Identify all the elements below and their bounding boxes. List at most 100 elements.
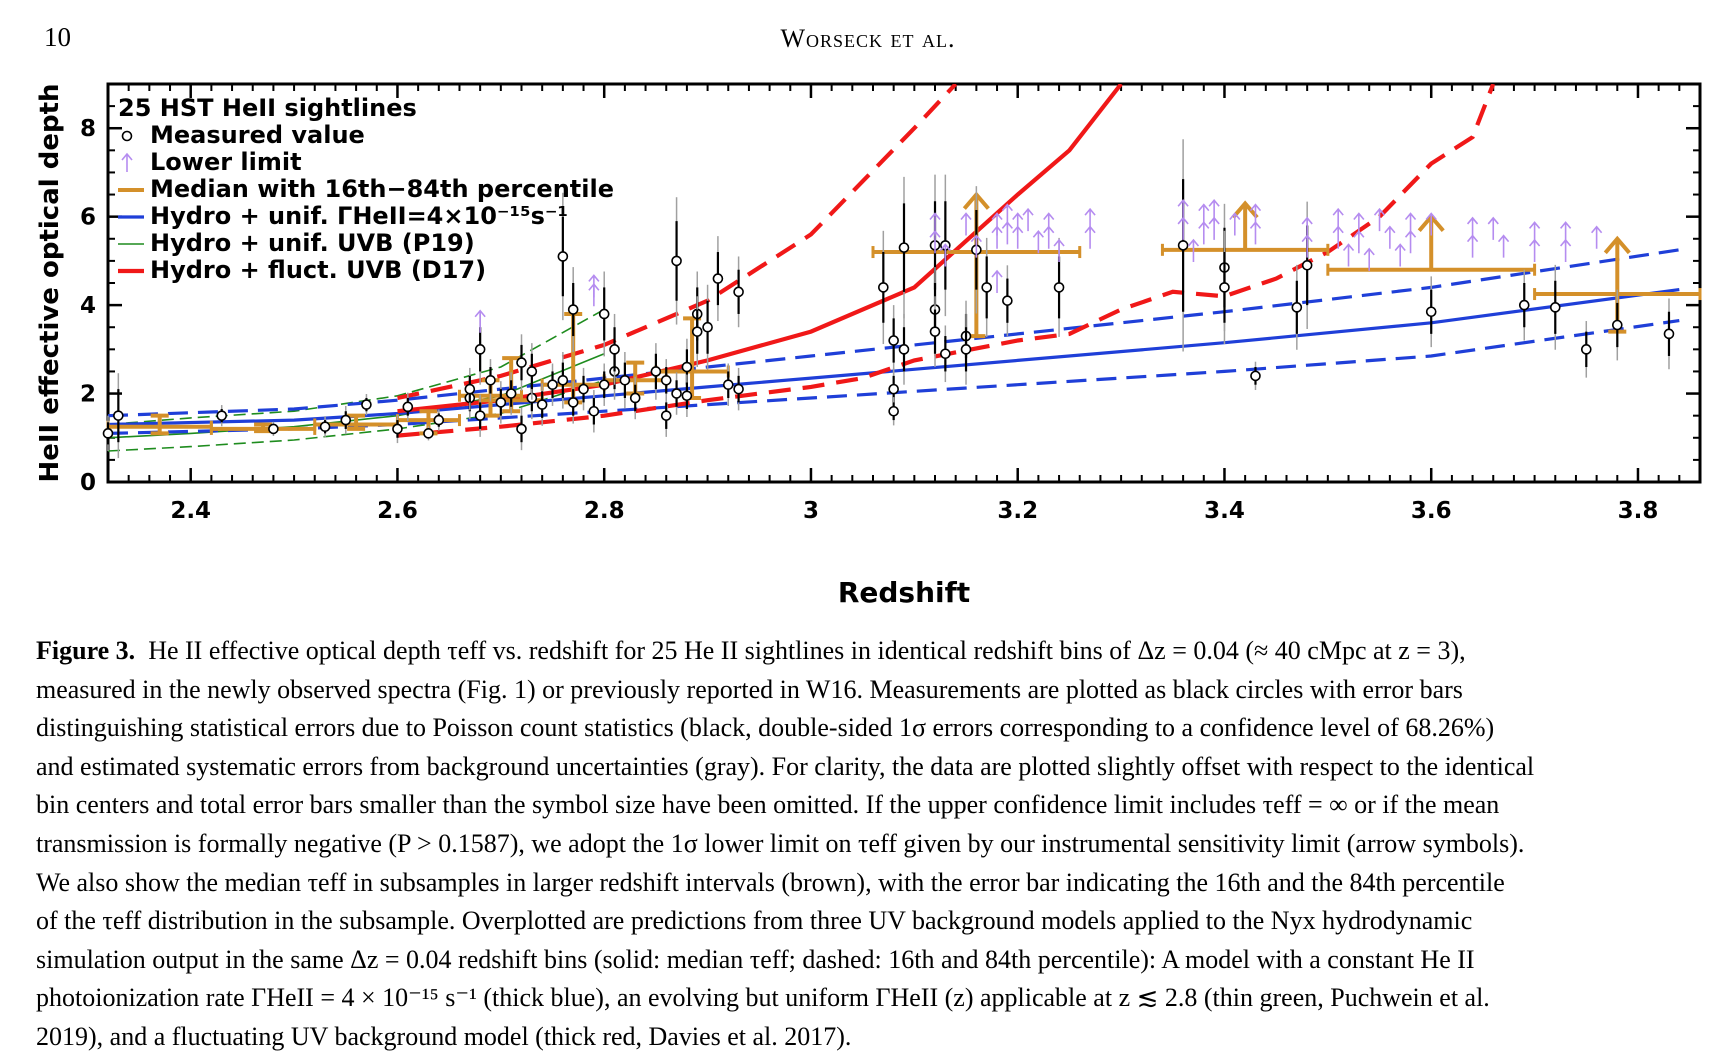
measured-marker (567, 397, 579, 408)
caption-label: Figure 3. (36, 636, 136, 665)
legend-label: Hydro + unif. UVB (P19) (150, 229, 475, 257)
lower-limit-arrow (970, 234, 982, 258)
measured-marker (557, 251, 569, 262)
caption-line-1: measured in the newly observed spectra (… (36, 674, 1463, 704)
measured-marker (402, 401, 414, 413)
measured-point (598, 271, 610, 357)
lower-limit-arrow (1032, 229, 1045, 254)
measured-point (712, 236, 724, 322)
x-tick-label: 2.4 (170, 498, 211, 524)
measured-point (319, 416, 331, 438)
measured-marker (671, 388, 682, 399)
lower-limit-arrow (1187, 238, 1200, 263)
measured-point (516, 334, 527, 391)
lower-limit-arrow (588, 283, 600, 307)
x-tick-label: 2.8 (584, 498, 625, 524)
measured-point (1611, 289, 1623, 361)
lower-limit-arrow (1591, 225, 1603, 249)
lower-limit-arrow (1497, 234, 1510, 258)
legend-label: Hydro + unif. ΓHeII=4×10⁻¹⁵s⁻¹ (150, 202, 568, 230)
measured-point (578, 367, 589, 411)
legend-label: 25 HST HeII sightlines (118, 94, 417, 122)
measured-marker (516, 423, 527, 435)
lower-limit-arrow (1425, 212, 1437, 236)
measured-point (536, 383, 548, 426)
measured-marker (629, 392, 641, 404)
lower-limit-arrow (474, 309, 486, 333)
lower-limit-arrow (1528, 238, 1541, 263)
lower-limit-arrow (1342, 243, 1355, 267)
measured-point (557, 351, 569, 409)
measured-marker (681, 361, 693, 373)
measured-marker (588, 405, 600, 417)
measured-marker (702, 321, 713, 333)
caption-line-2: distinguishing statistical errors due to… (36, 713, 1495, 743)
page-number: 10 (44, 22, 71, 52)
tau-vs-redshift-figure: 2.4 2.6 2.8 3 3.2 3.4 3.6 3.8 0 2 4 6 8 25 HST HeII … (35, 82, 1702, 609)
figure-caption: Figure 3. He II effective optical depth … (36, 632, 1702, 1057)
measured-point (102, 415, 114, 452)
measured-marker (1177, 240, 1189, 251)
measured-marker (1611, 319, 1623, 331)
legend-item: Lower limit (121, 148, 302, 176)
lower-limit-arrow (939, 243, 951, 267)
measured-point (660, 394, 672, 437)
green-model-p16-line (108, 379, 605, 452)
measured-marker (960, 344, 972, 355)
measured-marker (392, 423, 403, 435)
measured-marker (1425, 306, 1437, 318)
lower-limit-arrow (929, 229, 941, 254)
lower-limit-arrow (1373, 207, 1386, 232)
measured-point (888, 397, 899, 426)
lower-limit-arrow (991, 225, 1003, 249)
measured-point (629, 376, 641, 420)
measured-point (268, 421, 279, 437)
measured-marker (981, 282, 993, 293)
measured-point (888, 305, 899, 376)
legend-item: Measured value (121, 121, 365, 149)
measured-marker (898, 242, 910, 253)
measured-marker (340, 414, 352, 426)
lower-limit-arrow (991, 269, 1003, 293)
caption-line-9: photoionization rate ΓHeII = 4 × 10⁻¹⁵ s… (36, 983, 1490, 1013)
y-tick-label: 6 (80, 205, 96, 231)
measured-marker (660, 410, 672, 421)
measured-point (960, 313, 972, 385)
measured-marker (216, 410, 228, 421)
measured-marker (536, 399, 548, 410)
measured-point (505, 372, 517, 415)
lower-limit-arrow (1363, 247, 1375, 271)
lower-limit-arrow (1001, 221, 1013, 245)
measured-marker (940, 348, 951, 360)
measured-point (464, 367, 476, 411)
measured-marker (319, 421, 331, 433)
measured-marker (433, 414, 445, 426)
measured-point (981, 237, 993, 337)
measured-point (516, 407, 527, 451)
axis-ticks: 2.4 2.6 2.8 3 3.2 3.4 3.6 3.8 0 2 4 6 8 (80, 84, 1700, 524)
measured-point (567, 267, 579, 352)
measured-point (1291, 264, 1303, 350)
measured-point (392, 414, 403, 444)
measured-point (671, 372, 682, 415)
measured-marker (505, 388, 517, 399)
measured-marker (888, 383, 899, 395)
measured-marker (526, 366, 538, 377)
y-tick-label: 8 (80, 116, 96, 142)
measured-marker (888, 405, 899, 417)
measured-point (1663, 298, 1675, 370)
measured-marker (1518, 299, 1530, 311)
legend-key-circle (121, 130, 133, 142)
measured-point (495, 381, 507, 424)
measured-point (702, 284, 713, 370)
lower-limit-arrow (1353, 229, 1365, 254)
measured-point (361, 393, 372, 416)
legend-item: Median with 16th−84th percentile (118, 175, 614, 203)
x-tick-label: 3.4 (1204, 498, 1245, 524)
measured-marker (609, 344, 620, 355)
measured-marker (547, 379, 558, 391)
measured-points (102, 139, 1675, 459)
median-bar (209, 422, 317, 435)
measured-point (547, 363, 558, 406)
